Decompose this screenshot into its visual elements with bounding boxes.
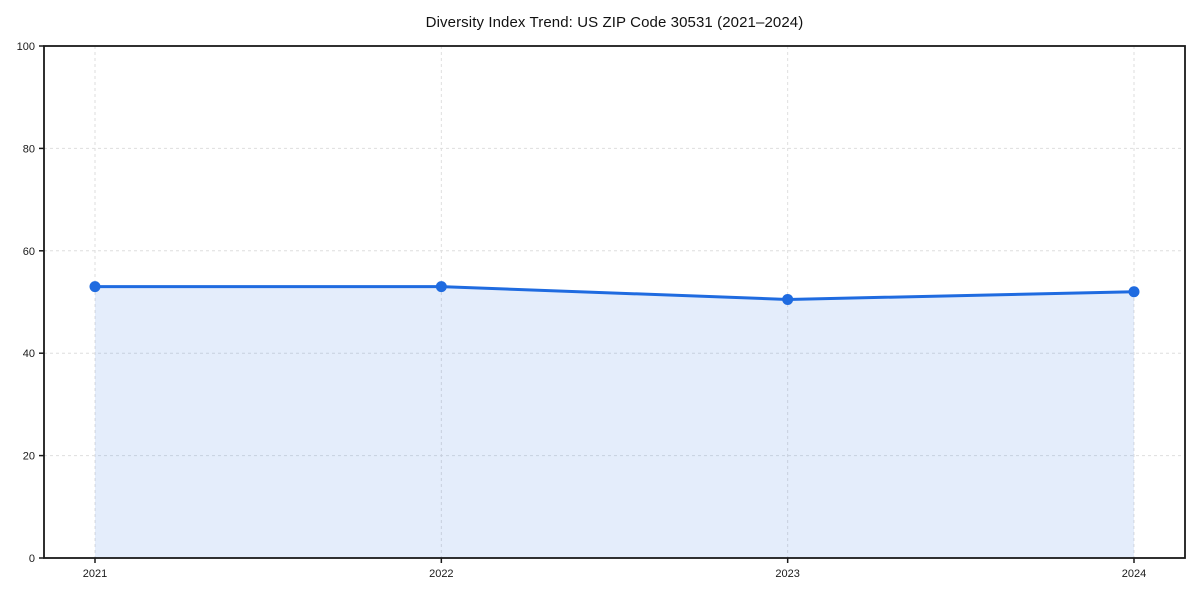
y-tick-label: 80 xyxy=(23,143,35,155)
area-fill xyxy=(95,286,1134,558)
y-tick-label: 60 xyxy=(23,246,35,258)
trend-line xyxy=(93,285,1136,301)
y-tick-label: 20 xyxy=(23,451,35,463)
x-tick-label: 2024 xyxy=(1122,568,1146,580)
y-tick-label: 0 xyxy=(29,553,35,565)
x-tick-label: 2022 xyxy=(429,568,453,580)
data-point-2021 xyxy=(89,281,101,293)
plot-border xyxy=(43,45,1186,559)
y-tick-label: 100 xyxy=(17,41,35,53)
data-point-2023 xyxy=(782,293,794,305)
data-point-2022 xyxy=(435,281,447,293)
data-point-2024 xyxy=(1128,286,1140,298)
y-tick-label: 40 xyxy=(23,348,35,360)
chart-title: Diversity Index Trend: US ZIP Code 30531… xyxy=(425,14,804,31)
x-tick-label: 2021 xyxy=(83,568,107,580)
x-tick-label: 2023 xyxy=(775,568,799,580)
